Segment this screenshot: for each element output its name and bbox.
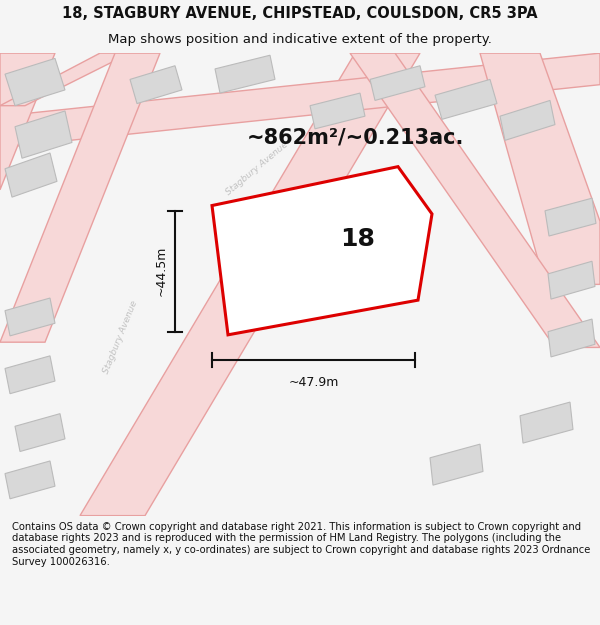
Polygon shape (350, 53, 600, 348)
Text: Map shows position and indicative extent of the property.: Map shows position and indicative extent… (108, 33, 492, 46)
Polygon shape (215, 55, 275, 93)
Polygon shape (80, 53, 420, 516)
Polygon shape (5, 298, 55, 336)
Polygon shape (480, 53, 600, 284)
Polygon shape (15, 111, 72, 158)
Polygon shape (370, 66, 425, 101)
Polygon shape (15, 414, 65, 451)
Polygon shape (0, 53, 55, 190)
Polygon shape (548, 319, 595, 357)
Text: 18: 18 (340, 227, 375, 251)
Polygon shape (545, 198, 596, 236)
Polygon shape (435, 79, 497, 119)
Polygon shape (212, 167, 432, 335)
Text: ~862m²/~0.213ac.: ~862m²/~0.213ac. (247, 127, 464, 148)
Text: Stagbury Avenue: Stagbury Avenue (101, 299, 139, 375)
Polygon shape (5, 461, 55, 499)
Text: Contains OS data © Crown copyright and database right 2021. This information is : Contains OS data © Crown copyright and d… (12, 522, 590, 567)
Polygon shape (500, 101, 555, 141)
Text: ~44.5m: ~44.5m (155, 246, 167, 296)
Polygon shape (430, 444, 483, 485)
Polygon shape (5, 356, 55, 394)
Polygon shape (0, 53, 130, 106)
Text: 18, STAGBURY AVENUE, CHIPSTEAD, COULSDON, CR5 3PA: 18, STAGBURY AVENUE, CHIPSTEAD, COULSDON… (62, 6, 538, 21)
Text: Stagbury Avenue: Stagbury Avenue (224, 140, 290, 198)
Polygon shape (5, 153, 57, 197)
Text: ~47.9m: ~47.9m (289, 376, 338, 389)
Polygon shape (520, 402, 573, 443)
Polygon shape (0, 53, 600, 148)
Polygon shape (130, 66, 182, 104)
Polygon shape (0, 53, 160, 342)
Polygon shape (548, 261, 595, 299)
Polygon shape (310, 93, 365, 129)
Polygon shape (5, 58, 65, 106)
